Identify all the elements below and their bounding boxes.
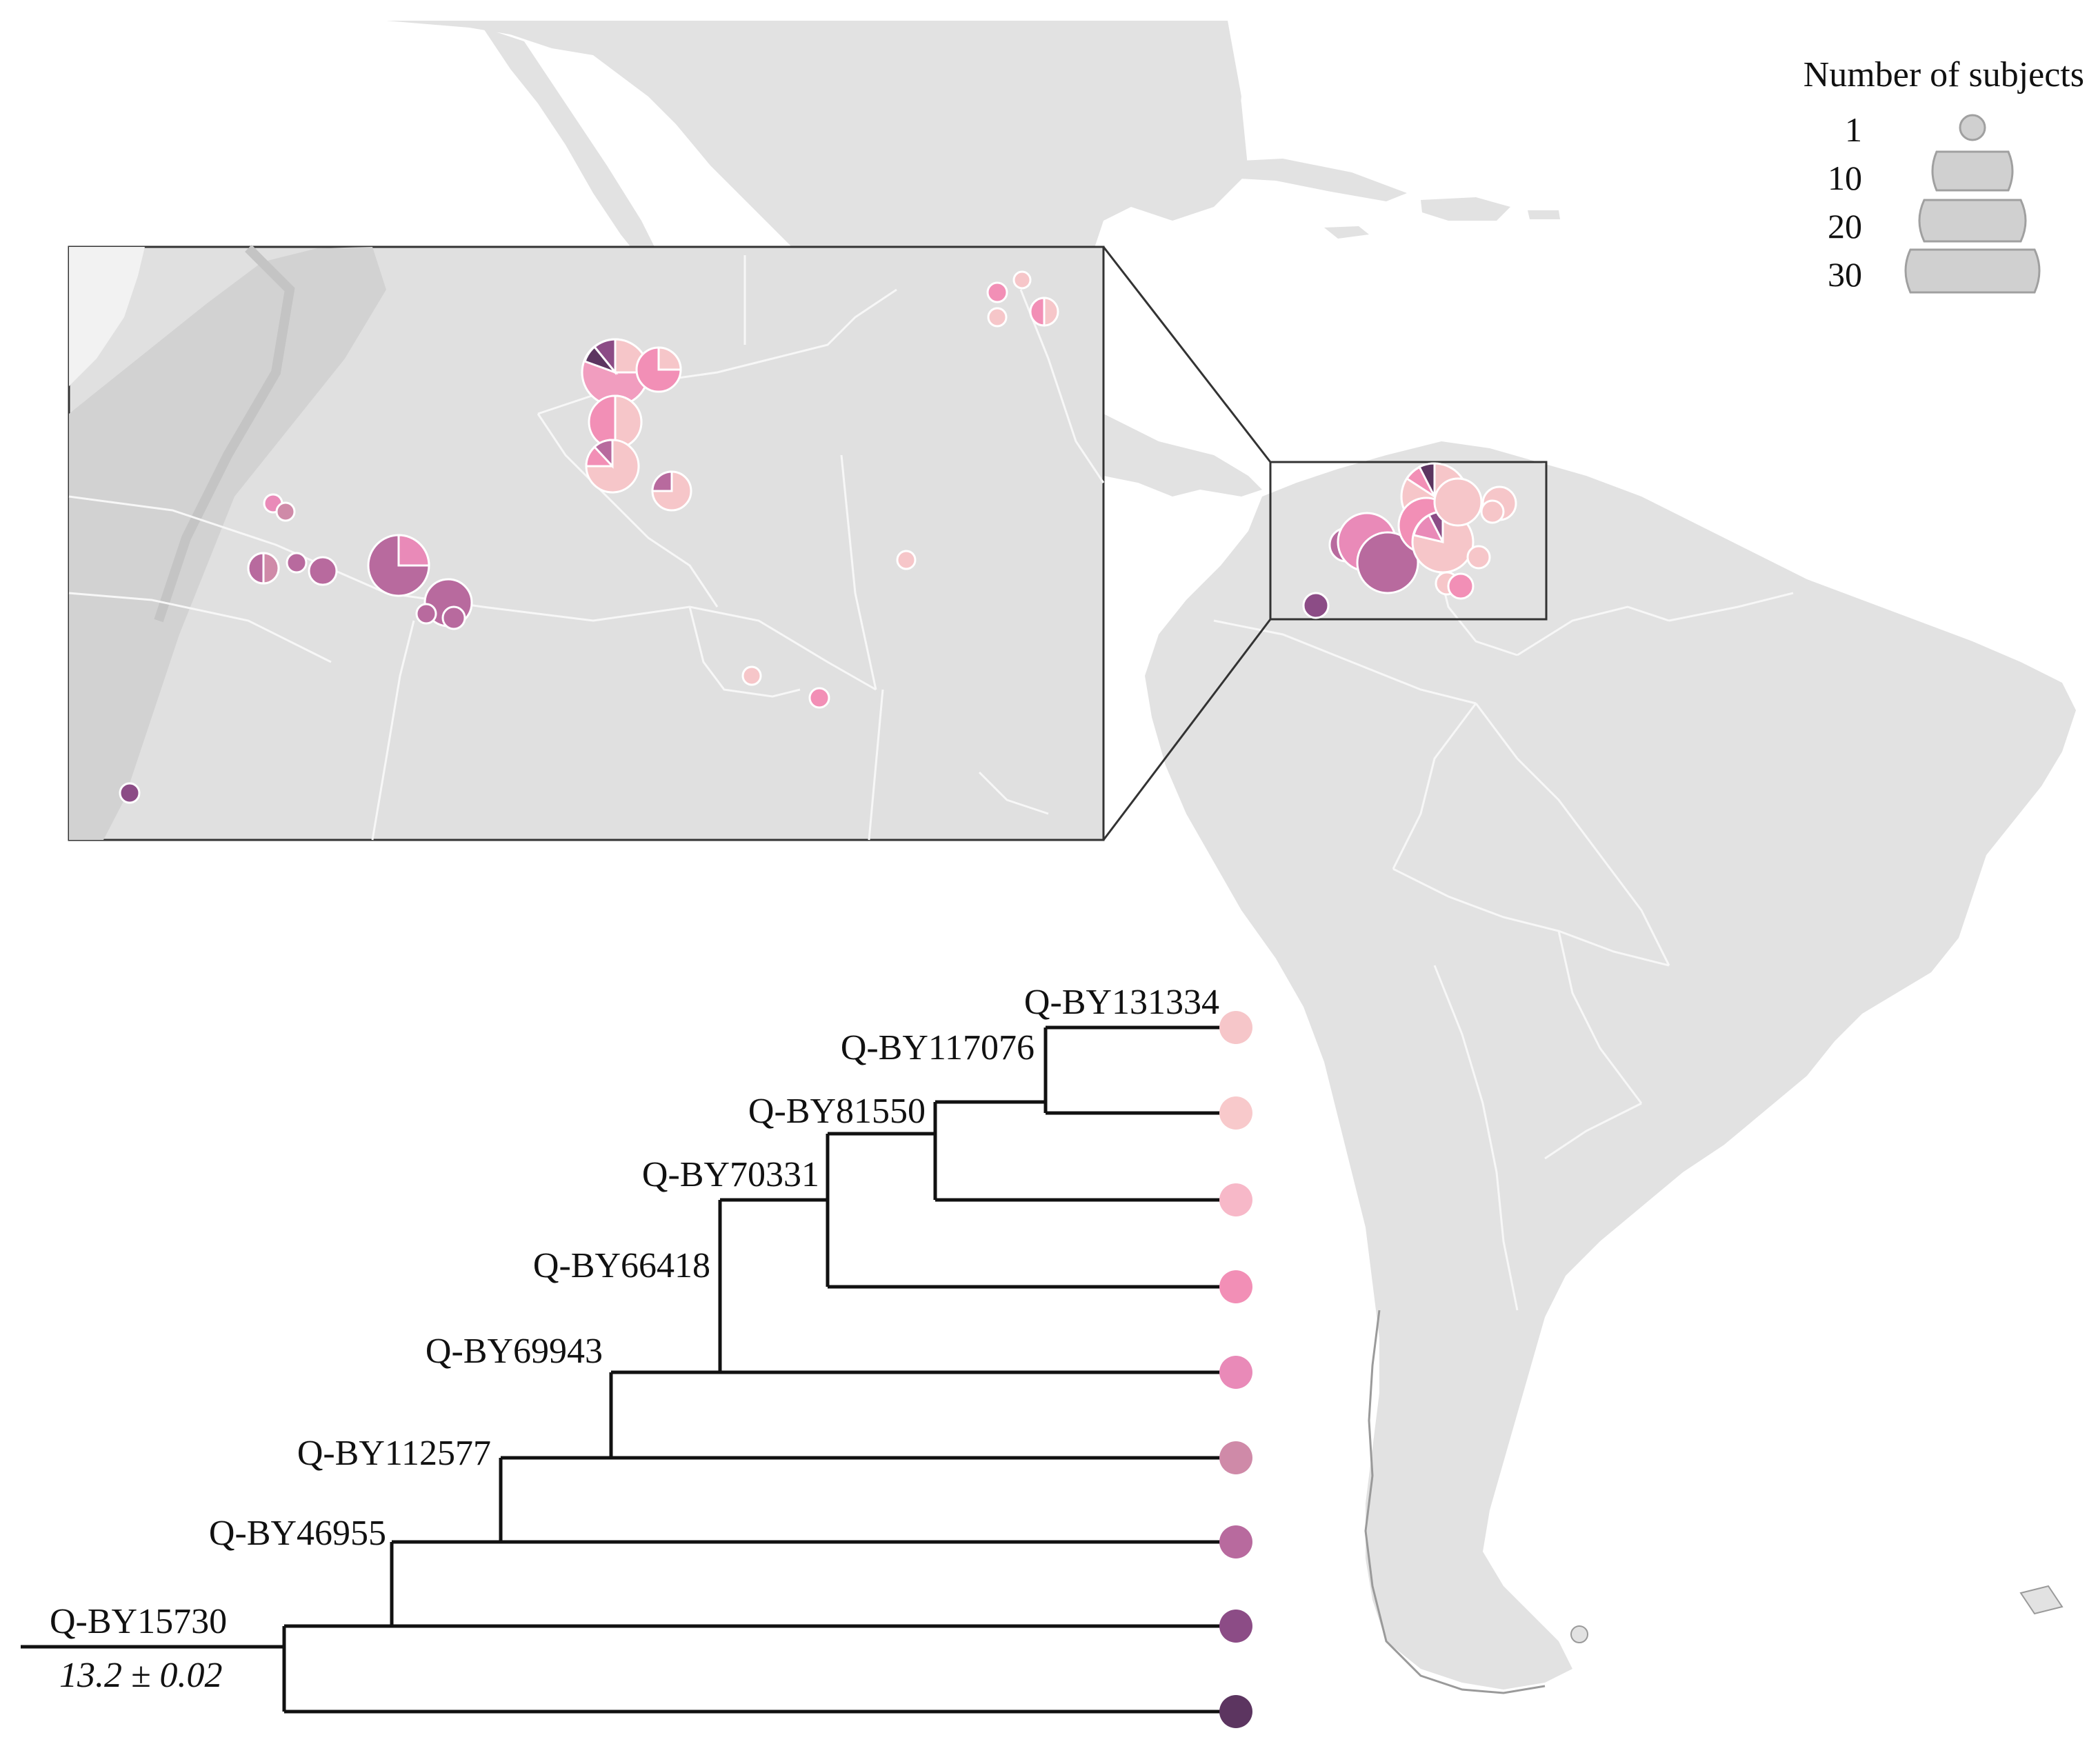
sample-pie-slice: [397, 534, 430, 567]
node-label-131334: Q-BY131334: [1024, 983, 1219, 1022]
andes-relief: [69, 247, 386, 840]
legend-item: 30: [1828, 248, 2041, 294]
legend-size-label: 20: [1828, 207, 1862, 245]
node-label-46955: Q-BY46955: [209, 1514, 386, 1553]
inset-connector-lines: [1102, 246, 1272, 841]
tip-circle: [1219, 1441, 1252, 1474]
baja-california: [483, 28, 662, 269]
sample-pie-slice: [651, 470, 673, 492]
legend-size-swatch: [1918, 199, 2027, 243]
coastline-detail: [1364, 1310, 1546, 1694]
sample-pie: [896, 550, 917, 570]
sample-pie: [415, 603, 437, 625]
inset-borders: [68, 255, 1105, 841]
andes-ridge: [154, 245, 295, 623]
sample-pie: [308, 556, 338, 586]
node-label-81550: Q-BY81550: [748, 1092, 926, 1131]
node-label-69943: Q-BY69943: [426, 1332, 603, 1371]
legend-item: 20: [1828, 199, 2027, 245]
sample-pie: [1302, 592, 1330, 619]
tip-circle: [1219, 1695, 1252, 1728]
study-region-box: [1269, 461, 1548, 621]
legend-size-label: 10: [1828, 159, 1862, 197]
legend-title: Number of subjects: [1804, 55, 2084, 94]
sample-pie: [1447, 572, 1475, 600]
tip-circle: [1219, 1610, 1252, 1643]
node-label-117076: Q-BY117076: [841, 1028, 1035, 1068]
main-map-sample-points: [1302, 462, 1517, 619]
south-georgia: [2019, 1585, 2064, 1615]
legend-size-label: 1: [1845, 110, 1862, 149]
tip-circle: [1219, 1270, 1252, 1303]
sample-pie-slice: [1029, 297, 1046, 327]
florida: [1131, 21, 1241, 186]
sample-pie: [987, 307, 1008, 328]
sample-pie: [1356, 531, 1419, 594]
legend-item: 10: [1828, 150, 2014, 197]
tip-circle: [1219, 1096, 1252, 1130]
root-node-label: Q-BY15730: [50, 1602, 227, 1641]
legend-size-label: 30: [1828, 255, 1862, 294]
node-label-112577: Q-BY112577: [297, 1434, 491, 1473]
phylogenetic-tree: Q-BY131334 Q-BY117076 Q-BY81550 Q-BY7033…: [21, 983, 1252, 1728]
inset-map: [68, 245, 1105, 841]
node-label-66418: Q-BY66418: [533, 1246, 710, 1285]
sample-pie-slice: [657, 346, 682, 371]
legend-item: 1: [1845, 110, 1986, 149]
sample-pie: [286, 552, 308, 574]
legend: Number of subjects 1 10 20 30: [1804, 55, 2084, 294]
sample-pie: [1466, 545, 1491, 570]
sample-pie-slice: [592, 439, 614, 469]
sample-pie: [275, 501, 296, 522]
tip-circle: [1219, 1525, 1252, 1558]
sample-pie: [741, 665, 762, 686]
cuba: [1214, 159, 1407, 201]
hispaniola: [1421, 197, 1510, 221]
sample-pie: [986, 281, 1008, 303]
jamaica: [1324, 226, 1369, 239]
sample-pie-slice: [247, 552, 265, 585]
sample-pie: [1012, 270, 1032, 290]
tree-branches: [21, 1025, 1236, 1714]
tip-circle: [1219, 1183, 1252, 1216]
sample-pie-slice: [1417, 462, 1436, 497]
sample-pie: [1433, 477, 1483, 527]
legend-size-swatch: [1904, 248, 2041, 294]
legend-size-swatch: [1931, 150, 2014, 192]
tree-tips: [1219, 1011, 1252, 1728]
tip-circle: [1219, 1356, 1252, 1389]
node-label-70331: Q-BY70331: [642, 1155, 819, 1194]
root-age-label: 13.2 ± 0.02: [59, 1656, 223, 1695]
puerto-rico: [1528, 210, 1560, 219]
pacific-ocean: [69, 247, 145, 386]
south-america-landmass: [1145, 441, 2076, 1690]
tip-circle: [1219, 1011, 1252, 1044]
sample-pie: [441, 605, 466, 630]
inset-sample-points: [119, 270, 1059, 804]
legend-size-swatch: [1959, 114, 1986, 141]
sample-pie-slice: [583, 345, 619, 375]
falkland-island: [1570, 1625, 1588, 1643]
sample-pie: [119, 782, 141, 804]
sample-pie: [808, 687, 830, 709]
sample-pie: [1480, 499, 1505, 524]
